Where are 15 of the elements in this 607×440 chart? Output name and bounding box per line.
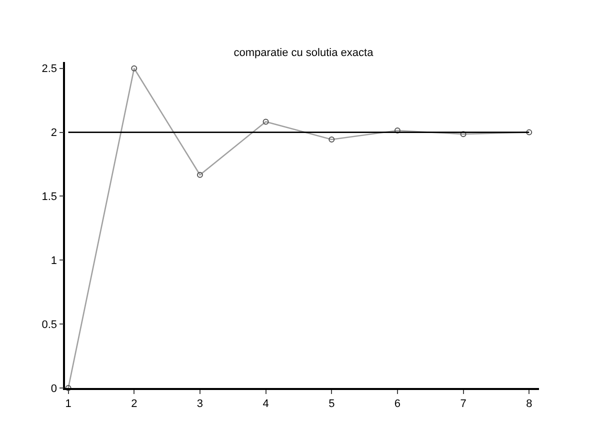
x-tick-label: 3	[196, 398, 204, 410]
chart-title: comparatie cu solutia exacta	[234, 47, 374, 60]
x-tick-label: 1	[65, 398, 72, 410]
y-tick-label: 0	[50, 382, 58, 395]
x-tick-label: 6	[394, 398, 401, 410]
y-tick-label: 1.5	[42, 191, 58, 204]
x-tick-label: 4	[262, 398, 269, 410]
x-tick-label: 2	[131, 398, 138, 410]
y-tick-label: 2.5	[42, 63, 58, 76]
x-tick-label: 7	[460, 398, 466, 410]
y-tick-label: 0.5	[42, 318, 58, 331]
y-tick-label: 2	[50, 127, 58, 140]
x-tick-label: 8	[526, 398, 532, 410]
y-tick-label: 1	[50, 255, 58, 268]
x-tick-label: 5	[328, 398, 335, 410]
